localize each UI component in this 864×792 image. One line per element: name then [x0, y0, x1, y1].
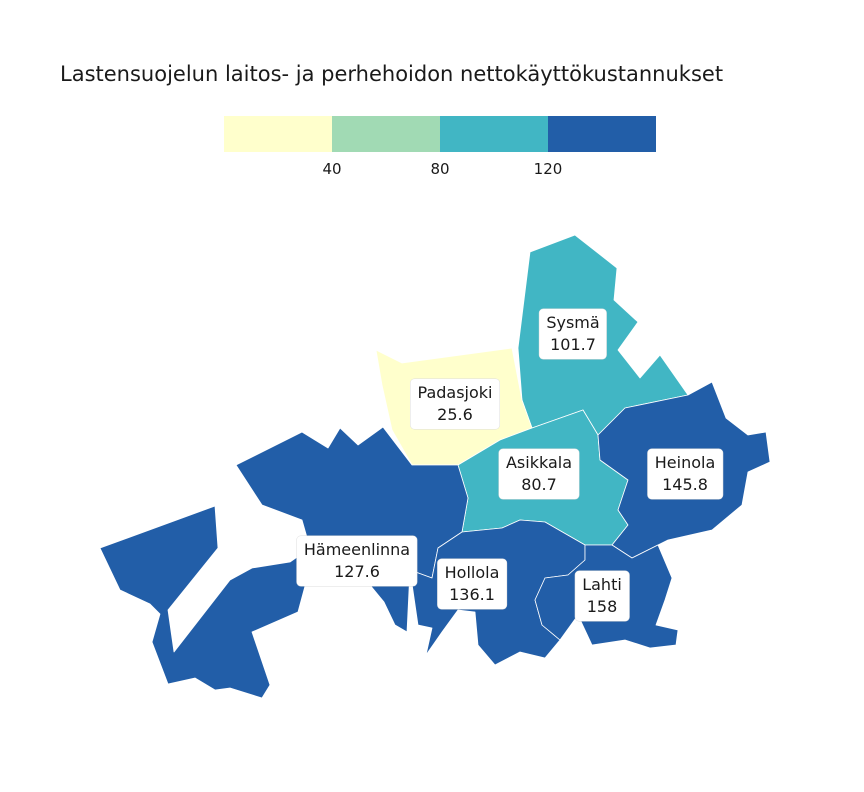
label-sysma-name: Sysmä [546, 313, 600, 332]
color-legend [224, 116, 656, 152]
map-title: Lastensuojelun laitos- ja perhehoidon ne… [60, 62, 724, 86]
label-hameenlinna-value: 127.6 [334, 562, 380, 581]
label-padasjoki-value: 25.6 [437, 405, 473, 424]
legend-swatch-0 [224, 116, 332, 152]
label-heinola-value: 145.8 [662, 475, 708, 494]
legend-swatch-3 [548, 116, 656, 152]
label-hollola: Hollola 136.1 [437, 559, 507, 609]
label-lahti-name: Lahti [582, 575, 622, 594]
label-hollola-name: Hollola [444, 563, 500, 582]
label-lahti: Lahti 158 [575, 571, 629, 621]
label-padasjoki-name: Padasjoki [417, 383, 493, 402]
label-hollola-value: 136.1 [449, 585, 495, 604]
label-sysma-value: 101.7 [550, 335, 596, 354]
label-lahti-value: 158 [586, 597, 618, 616]
label-asikkala-value: 80.7 [521, 475, 557, 494]
label-hameenlinna: Hämeenlinna 127.6 [296, 536, 418, 586]
label-padasjoki: Padasjoki 25.6 [410, 379, 500, 429]
label-asikkala: Asikkala 80.7 [498, 449, 580, 499]
label-sysma: Sysmä 101.7 [539, 309, 607, 359]
region-hameenlinna[interactable] [99, 426, 469, 699]
legend-break-120: 120 [533, 160, 563, 178]
label-hameenlinna-name: Hämeenlinna [303, 540, 411, 559]
legend-swatch-2 [440, 116, 548, 152]
label-asikkala-name: Asikkala [505, 453, 573, 472]
label-heinola: Heinola 145.8 [647, 449, 723, 499]
legend-swatch-1 [332, 116, 440, 152]
legend-break-80: 80 [430, 160, 450, 178]
label-heinola-name: Heinola [654, 453, 716, 472]
legend-break-40: 40 [322, 160, 342, 178]
